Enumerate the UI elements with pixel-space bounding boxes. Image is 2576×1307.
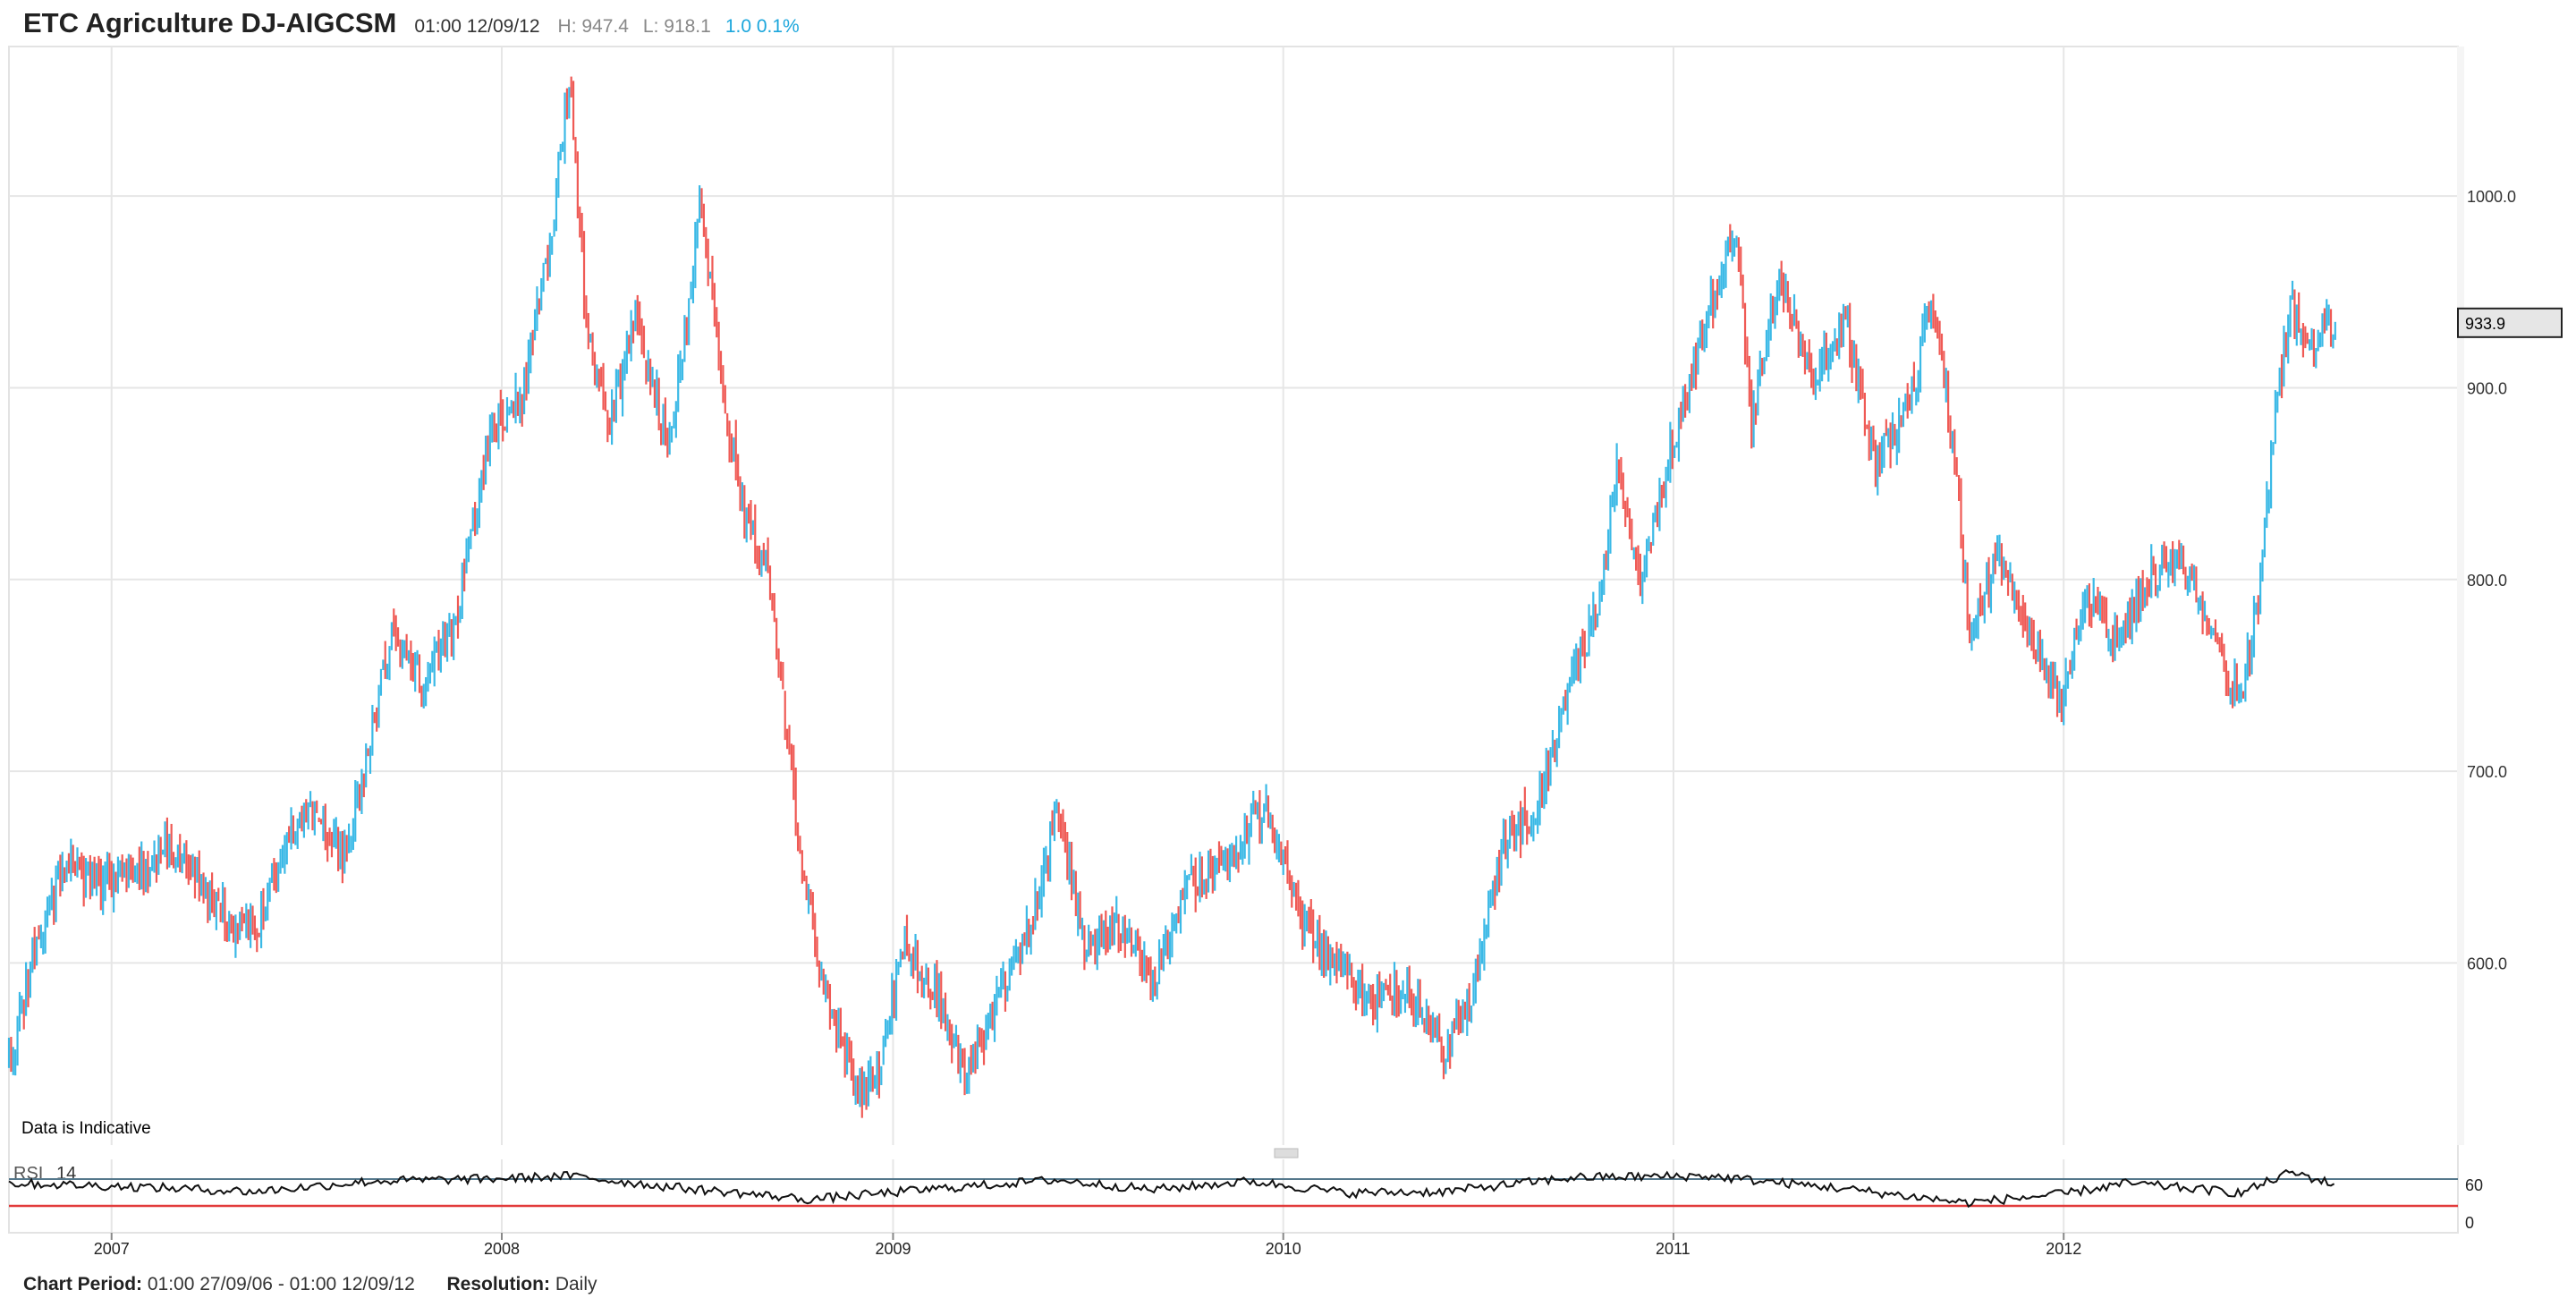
panel-resize-handle[interactable] bbox=[1274, 1148, 1299, 1158]
x-tick-label: 2010 bbox=[1266, 1240, 1301, 1258]
resolution-label: Resolution: bbox=[446, 1274, 550, 1294]
price-axis-strip bbox=[2457, 47, 2464, 1145]
y-tick-label: 800.0 bbox=[2467, 572, 2507, 590]
x-tick-label: 2012 bbox=[2046, 1240, 2081, 1258]
plot-frame bbox=[8, 46, 2459, 1234]
y-tick-label: 900.0 bbox=[2467, 379, 2507, 397]
rsi-panel: RSI 14 60 0 bbox=[8, 1164, 2483, 1232]
axes: 600.0 700.0 800.0 900.0 1000.0 2007 2008 2009 20… bbox=[94, 188, 2563, 1258]
rsi-level-label: 0 bbox=[2465, 1214, 2474, 1232]
price-chart[interactable]: 600.0 700.0 800.0 900.0 1000.0 2007 2008 2009 20… bbox=[0, 0, 2576, 1261]
y-tick-label: 1000.0 bbox=[2467, 188, 2516, 206]
x-tick-label: 2007 bbox=[94, 1240, 130, 1258]
y-tick-label: 700.0 bbox=[2467, 763, 2507, 781]
timestamp: 01:00 12/09/12 bbox=[414, 16, 540, 37]
high-value: H: 947.4 bbox=[557, 16, 629, 37]
rsi-line bbox=[8, 1168, 2335, 1209]
x-tick-label: 2009 bbox=[875, 1240, 911, 1258]
change-value: 1.0 0.1% bbox=[724, 16, 800, 37]
grid bbox=[8, 46, 2464, 1234]
x-tick-label: 2011 bbox=[1656, 1240, 1690, 1258]
period-value: 01:00 27/09/06 - 01:00 12/09/12 bbox=[147, 1274, 415, 1294]
x-tick-label: 2008 bbox=[484, 1240, 520, 1258]
last-price-marker bbox=[2457, 307, 2563, 338]
last-price-label: 933.9 bbox=[2465, 315, 2505, 333]
y-tick-label: 600.0 bbox=[2467, 955, 2507, 972]
period-label: Chart Period: bbox=[23, 1274, 143, 1294]
resolution-value: Daily bbox=[555, 1274, 597, 1294]
chart-title: ETC Agriculture DJ-AIGCSM bbox=[23, 7, 397, 38]
chart-footer: Chart Period: 01:00 27/09/06 - 01:00 12/… bbox=[23, 1274, 597, 1295]
low-value: L: 918.1 bbox=[642, 16, 711, 37]
rsi-period: 14 bbox=[56, 1164, 76, 1184]
indicative-notice: Data is Indicative bbox=[21, 1119, 151, 1138]
rsi-name: RSI bbox=[13, 1164, 43, 1184]
rsi-level-label: 60 bbox=[2465, 1176, 2483, 1194]
price-bars bbox=[7, 76, 2336, 1118]
chart-header: ETC Agriculture DJ-AIGCSM 01:00 12/09/12… bbox=[23, 7, 800, 47]
